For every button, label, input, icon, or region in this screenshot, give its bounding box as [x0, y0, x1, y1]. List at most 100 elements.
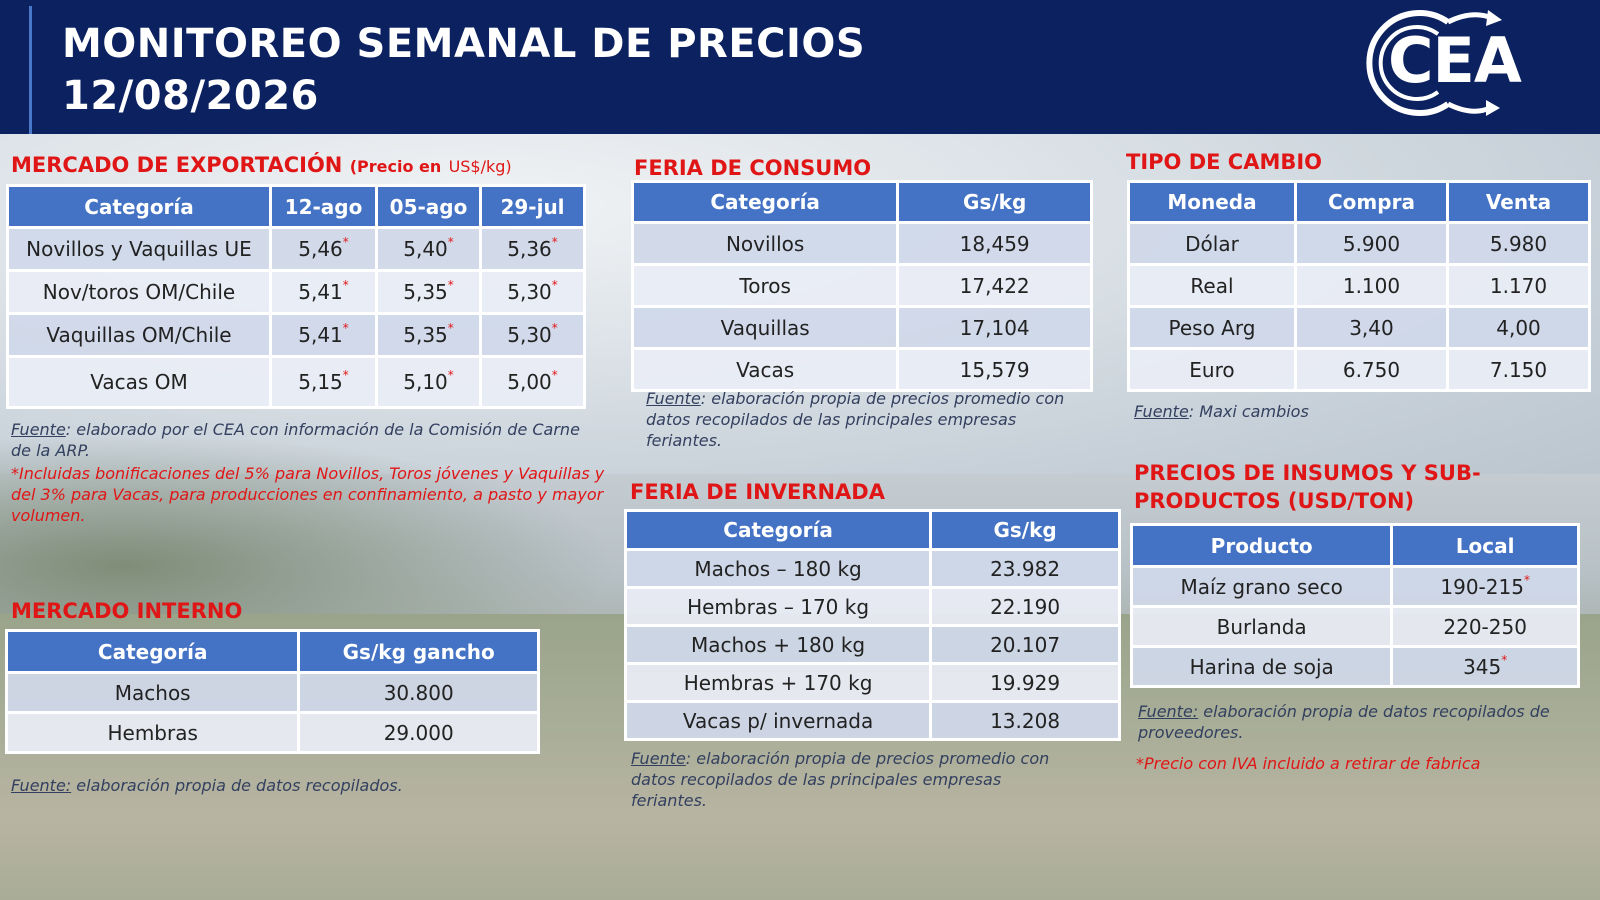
table-row: Vacas OM 5,15* 5,10* 5,00*: [6, 355, 586, 409]
page-title: MONITOREO SEMANAL DE PRECIOS 12/08/2026: [62, 18, 865, 122]
table-row: Toros 17,422: [630, 263, 1093, 308]
exchange-rate-title: TIPO DE CAMBIO: [1126, 150, 1323, 174]
source-text: : elaboración propia de precios promedio…: [646, 389, 1065, 450]
category-cell: Machos: [4, 671, 301, 714]
inputs-table: Producto Local Maíz grano seco 190-215* …: [1129, 523, 1580, 688]
table-header-row: Categoría 12-ago 05-ago 29-jul: [6, 184, 586, 229]
source-label: Fuente: [1134, 402, 1189, 421]
column-header: Categoría: [4, 629, 301, 674]
table-header-row: Categoría Gs/kg: [623, 509, 1121, 551]
column-header: Producto: [1129, 523, 1394, 568]
price-cell: 5,41*: [269, 312, 378, 358]
source-label: Fuente:: [1138, 702, 1199, 721]
table-row: Dólar 5.900 5.980: [1127, 221, 1591, 266]
price-cell: 5,41*: [269, 269, 378, 315]
buy-cell: 3,40: [1293, 305, 1450, 350]
buy-cell: 6.750: [1293, 347, 1450, 392]
logo-text: CEA: [1388, 24, 1522, 97]
category-cell: Novillos y Vaquillas UE: [6, 226, 272, 272]
table-row: Machos 30.800: [4, 671, 540, 714]
price-cell: 5,10*: [375, 355, 482, 409]
price-cell: 20.107: [929, 624, 1121, 665]
table-row: Maíz grano seco 190-215*: [1129, 565, 1580, 608]
buy-cell: 1.100: [1293, 263, 1450, 308]
price-cell: 5,36*: [479, 226, 586, 272]
price-cell: 5,30*: [479, 312, 586, 358]
source-text: : elaboración propia de precios promedio…: [631, 749, 1050, 810]
column-header: Venta: [1446, 180, 1591, 224]
consumption-fair-title: FERIA DE CONSUMO: [634, 156, 872, 180]
category-cell: Toros: [630, 263, 900, 308]
price-cell: 29.000: [297, 711, 540, 754]
category-cell: Machos + 180 kg: [623, 624, 933, 665]
header-accent-bar: [29, 6, 32, 134]
wintering-fair-source: Fuente: elaboración propia de precios pr…: [631, 748, 1071, 811]
inputs-title: PRECIOS DE INSUMOS Y SUB- PRODUCTOS (USD…: [1134, 459, 1481, 515]
sell-cell: 1.170: [1446, 263, 1591, 308]
export-market-table: Categoría 12-ago 05-ago 29-jul Novillos …: [6, 184, 586, 409]
column-header: 05-ago: [375, 184, 482, 229]
price-cell: 5,00*: [479, 355, 586, 409]
category-cell: Vacas p/ invernada: [623, 700, 933, 741]
table-header-row: Categoría Gs/kg gancho: [4, 629, 540, 674]
sell-cell: 5.980: [1446, 221, 1591, 266]
source-text: elaboración propia de datos recopilados …: [1138, 702, 1550, 742]
column-header: Categoría: [6, 184, 272, 229]
price-cell: 5,40*: [375, 226, 482, 272]
internal-market-table: Categoría Gs/kg gancho Machos 30.800 Hem…: [4, 629, 540, 754]
table-row: Peso Arg 3,40 4,00: [1127, 305, 1591, 350]
table-header-row: Categoría Gs/kg: [630, 180, 1093, 224]
product-cell: Maíz grano seco: [1129, 565, 1394, 608]
source-label: Fuente: [631, 749, 686, 768]
exchange-rate-table: Moneda Compra Venta Dólar 5.900 5.980 Re…: [1127, 180, 1591, 392]
source-text: : Maxi cambios: [1188, 402, 1309, 421]
price-cell: 345*: [1390, 645, 1580, 688]
cea-logo: CEA: [1352, 8, 1552, 120]
price-cell: 220-250: [1390, 605, 1580, 648]
price-cell: 18,459: [896, 221, 1093, 266]
source-label: Fuente:: [11, 776, 72, 795]
table-row: Vacas p/ invernada 13.208: [623, 700, 1121, 741]
sell-cell: 4,00: [1446, 305, 1591, 350]
column-header: Gs/kg gancho: [297, 629, 540, 674]
category-cell: Vaquillas: [630, 305, 900, 350]
category-cell: Novillos: [630, 221, 900, 266]
category-cell: Vacas OM: [6, 355, 272, 409]
export-market-subtitle: (Precio en: [349, 157, 442, 176]
table-row: Euro 6.750 7.150: [1127, 347, 1591, 392]
export-market-title: MERCADO DE EXPORTACIÓN (Precio en US$/kg…: [11, 152, 512, 180]
currency-cell: Peso Arg: [1127, 305, 1297, 350]
table-row: Vaquillas OM/Chile 5,41* 5,35* 5,30*: [6, 312, 586, 358]
category-cell: Vacas: [630, 347, 900, 392]
currency-cell: Dólar: [1127, 221, 1297, 266]
price-cell: 17,422: [896, 263, 1093, 308]
price-cell: 190-215*: [1390, 565, 1580, 608]
category-cell: Hembras – 170 kg: [623, 586, 933, 627]
export-market-footnote: *Incluidas bonificaciones del 5% para No…: [11, 464, 605, 525]
inputs-source: Fuente: elaboración propia de datos reco…: [1138, 701, 1578, 743]
table-row: Hembras 29.000: [4, 711, 540, 754]
export-market-source: Fuente: elaborado por el CEA con informa…: [11, 419, 601, 461]
internal-market-source: Fuente: elaboración propia de datos reco…: [11, 775, 511, 796]
source-text: elaboración propia de datos recopilados.: [71, 776, 403, 795]
price-cell: 5,15*: [269, 355, 378, 409]
table-row: Machos + 180 kg 20.107: [623, 624, 1121, 665]
inputs-title-line2: PRODUCTOS (USD/TON): [1134, 489, 1415, 513]
consumption-fair-source: Fuente: elaboración propia de precios pr…: [646, 388, 1086, 451]
price-cell: 5,30*: [479, 269, 586, 315]
table-row: Burlanda 220-250: [1129, 605, 1580, 648]
table-row: Harina de soja 345*: [1129, 645, 1580, 688]
category-cell: Hembras: [4, 711, 301, 754]
price-cell: 19.929: [929, 662, 1121, 703]
price-cell: 30.800: [297, 671, 540, 714]
price-cell: 13.208: [929, 700, 1121, 741]
consumption-fair-table: Categoría Gs/kg Novillos 18,459 Toros 17…: [630, 180, 1093, 392]
exchange-rate-source: Fuente: Maxi cambios: [1134, 401, 1434, 422]
column-header: Categoría: [630, 180, 900, 224]
currency-cell: Real: [1127, 263, 1297, 308]
currency-cell: Euro: [1127, 347, 1297, 392]
source-text: : elaborado por el CEA con información d…: [11, 420, 580, 460]
page-title-date: 12/08/2026: [62, 73, 319, 119]
price-cell: 17,104: [896, 305, 1093, 350]
category-cell: Nov/toros OM/Chile: [6, 269, 272, 315]
